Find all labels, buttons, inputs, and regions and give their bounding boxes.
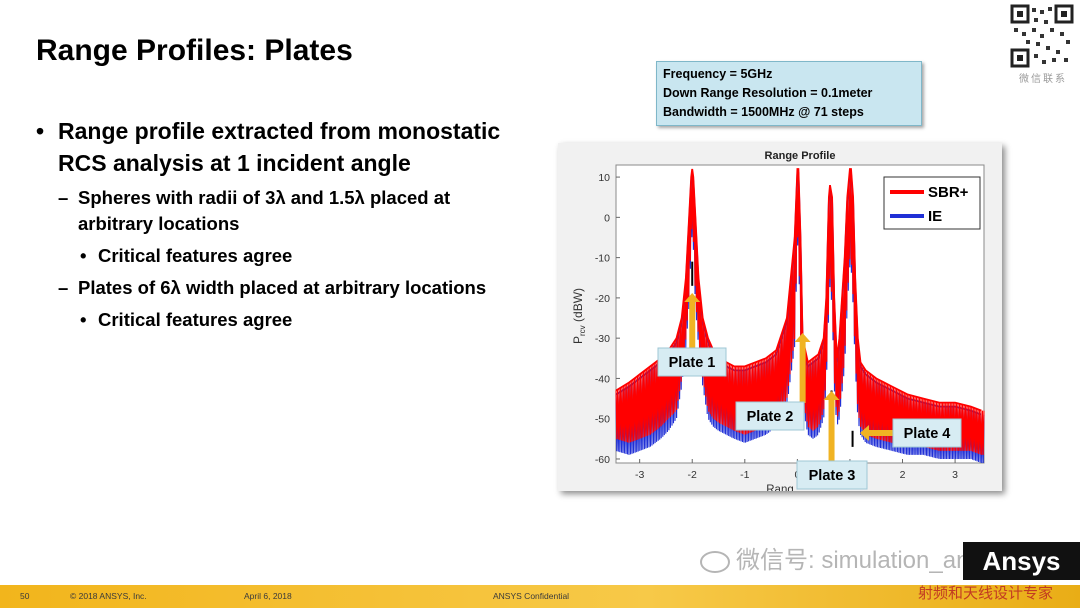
arrow-head: [860, 425, 869, 441]
bullet-level1: Range profile extracted from monostatic …: [36, 115, 526, 179]
site-watermark: 射频和天线设计专家: [918, 585, 1054, 602]
callout-box: [735, 401, 805, 431]
bullet-text: Range profile extracted from monostatic …: [58, 118, 501, 176]
chart-frame: Range Profile 10 0 -10 -20 -30 -40 -50 -60 -3 -2 -1…: [558, 143, 1002, 491]
y-tick-label: -40: [595, 373, 610, 385]
legend-box: [883, 176, 981, 230]
footer-date: April 6, 2018: [244, 591, 292, 601]
x-axis-label: Rang: [766, 484, 794, 491]
y-axis-label: Prcv (dBW): [571, 288, 587, 344]
page-number: 50: [20, 591, 30, 601]
bullet-list: Range profile extracted from monostatic …: [36, 115, 526, 333]
x-tick-label: -1: [740, 469, 749, 481]
footer-band: 50 © 2018 ANSYS, Inc. April 6, 2018 ANSY…: [0, 585, 1080, 608]
watermark-text: 微信号: simulation_ansys: [736, 547, 1006, 574]
parameters-infobox: Frequency = 5GHz Down Range Resolution =…: [656, 61, 922, 126]
y-tick-label: 10: [598, 172, 610, 184]
callout-arrow: [684, 293, 701, 348]
arrow-head: [823, 391, 840, 400]
wechat-watermark: 微信号: simulation_ansys: [700, 540, 1005, 575]
callout-label: Plate 4: [904, 426, 951, 442]
callout-plate4: Plate 4: [892, 418, 962, 448]
slide-title: Range Profiles: Plates: [36, 34, 353, 67]
copyright: © 2018 ANSYS, Inc.: [70, 591, 147, 601]
bullet-level3: • Critical features agree: [80, 245, 293, 266]
bullet-text: Spheres with radii of 3λ and 1.5λ placed…: [78, 187, 451, 234]
bullet-level2: – Plates of 6λ width placed at arbitrary …: [58, 277, 487, 298]
series-envelope: [615, 168, 982, 412]
callout-plate1: Plate 1: [657, 347, 727, 377]
bullet-text: Plates of 6λ width placed at arbitrary l…: [78, 277, 487, 298]
x-tick-label: 2: [900, 469, 906, 481]
legend-label: IE: [928, 208, 942, 225]
arrow-head: [684, 293, 701, 302]
bullet-level3: • Critical features agree: [80, 309, 293, 330]
callout-arrow: [794, 333, 811, 403]
x-tick-label: -2: [688, 469, 697, 481]
callout-label: Plate 1: [669, 355, 716, 371]
infobox-frequency: Frequency = 5GHz: [663, 67, 773, 81]
bullet-text: Critical features agree: [98, 245, 293, 266]
callout-plate2: Plate 2: [735, 401, 805, 431]
y-tick-label: -10: [595, 253, 610, 265]
wechat-icon: [700, 550, 730, 573]
qr-caption: 微信联系: [1019, 74, 1067, 85]
qr-code: [1010, 4, 1074, 68]
confidential-label: ANSYS Confidential: [493, 591, 570, 601]
x-tick-label: -3: [635, 469, 644, 481]
y-tick-label: -20: [595, 293, 610, 305]
callout-box: [892, 418, 962, 448]
y-tick-label: -30: [595, 333, 610, 345]
infobox-bandwidth: Bandwidth = 1500MHz @ 71 steps: [663, 105, 864, 119]
callout-box: [796, 460, 868, 490]
series-sbr: [615, 168, 985, 455]
callout-arrow: [823, 391, 840, 463]
x-tick-label: 3: [952, 469, 958, 481]
callout-box: [657, 347, 727, 377]
callout-arrow: [860, 425, 893, 441]
infobox-resolution: Down Range Resolution = 0.1meter: [663, 86, 873, 100]
bullet-text: Critical features agree: [98, 309, 293, 330]
y-tick-label: -50: [595, 414, 610, 426]
legend-label: SBR+: [928, 184, 969, 201]
callout-plate3: Plate 3: [796, 460, 868, 490]
callout-label: Plate 2: [747, 409, 794, 425]
bullet-level2: – Spheres with radii of 3λ and 1.5λ place…: [58, 187, 451, 234]
legend: SBR+ IE: [883, 176, 981, 230]
chart-title: Range Profile: [765, 150, 836, 162]
range-profile-chart: Range Profile 10 0 -10 -20 -30 -40 -50 -60 -3 -2 -1…: [571, 150, 985, 491]
callout-label: Plate 3: [809, 468, 856, 484]
arrow-head: [794, 333, 811, 342]
y-tick-label: -60: [595, 454, 610, 466]
ansys-logo: Ansys: [963, 542, 1080, 580]
y-tick-label: 0: [604, 212, 610, 224]
